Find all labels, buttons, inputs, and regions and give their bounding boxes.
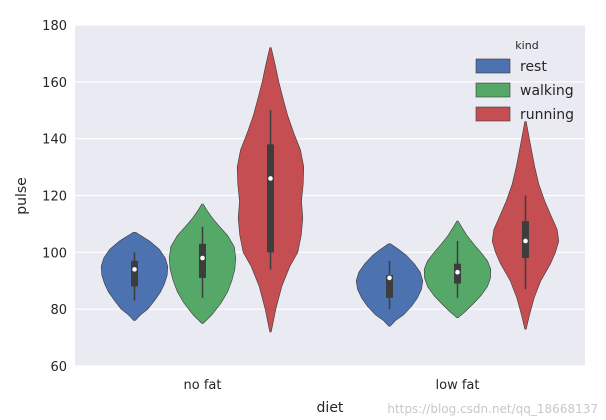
y-tick-label: 60 [50, 360, 67, 375]
x-axis-label: diet [317, 400, 344, 416]
violin-median [523, 238, 528, 244]
legend: kind rest walking running [475, 39, 574, 123]
violin-median [132, 267, 137, 272]
watermark: https://blog.csdn.net/qq_18668137 [387, 402, 598, 416]
y-tick-label: 100 [42, 246, 67, 261]
violin-running-no-fat [236, 47, 305, 333]
y-tick-label: 80 [50, 303, 67, 318]
violin-iqr-box [267, 144, 274, 253]
y-tick-label: 140 [42, 133, 67, 148]
violin-median [455, 269, 460, 275]
violins [100, 47, 560, 333]
violin-iqr-box [199, 243, 206, 278]
violin-median [268, 176, 273, 181]
legend-swatch-rest [475, 58, 511, 74]
legend-label-rest: rest [520, 59, 547, 75]
violin-rest-low-fat [355, 243, 424, 327]
violin-running-low-fat [491, 121, 560, 330]
violin-rest-no-fat [100, 232, 169, 321]
x-tick-label: low fat [436, 378, 480, 393]
violin-median [387, 275, 392, 281]
legend-title: kind [515, 39, 538, 52]
y-axis-label: pulse [14, 177, 30, 215]
y-tick-labels: 60 80 100 120 140 160 180 [42, 19, 67, 375]
legend-swatch-running [475, 106, 511, 122]
violin-median [200, 255, 205, 261]
violin-walking-no-fat [168, 203, 237, 324]
y-tick-label: 120 [42, 190, 67, 205]
y-tick-label: 160 [42, 76, 67, 91]
y-tick-label: 180 [42, 19, 67, 34]
violin-iqr-box [386, 275, 393, 298]
legend-label-walking: walking [520, 83, 574, 99]
x-tick-label: no fat [184, 378, 222, 393]
legend-swatch-walking [475, 82, 511, 98]
x-tick-labels: no fat low fat [184, 378, 480, 393]
violin-iqr-box [131, 260, 138, 287]
legend-label-running: running [520, 107, 574, 123]
violin-walking-low-fat [423, 220, 492, 318]
